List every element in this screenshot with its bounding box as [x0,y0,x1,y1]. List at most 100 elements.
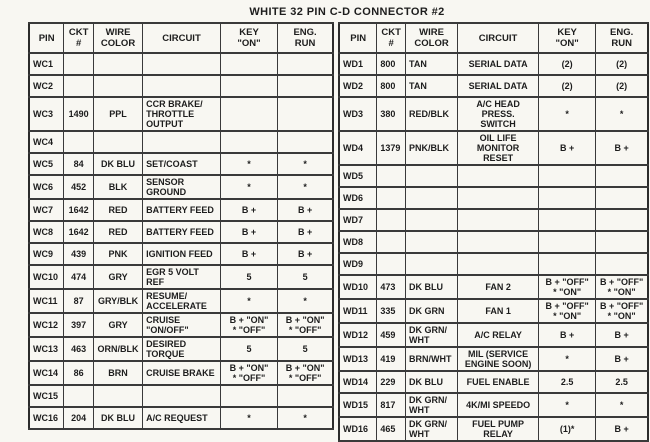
circuit-cell: OIL LIFE MONITOR RESET [457,130,539,166]
ckt-cell: 473 [376,274,406,300]
key_on-cell: B + [219,242,279,266]
ckt-cell: 474 [63,264,94,290]
eng_run-cell [595,186,649,210]
column-header-color: WIRE COLOR [404,22,459,54]
circuit-cell: 4K/MI SPEEDO [457,392,539,418]
pin-cell: WC6 [28,174,65,200]
table-row: WD16 465 DK GRN/ WHT FUEL PUMP RELAY (1)* B + [338,416,649,442]
key_on-cell [537,230,597,254]
ckt-cell: 380 [376,96,406,132]
pin-cell: WD10 [338,274,378,300]
ckt-cell: 459 [376,322,406,348]
key_on-cell: (2) [537,74,597,98]
key_on-cell: B + "ON" * "OFF" [219,360,279,386]
table-row: WD3 380 RED/BLK A/C HEAD PRESS. SWITCH * * [338,96,649,132]
circuit-cell: A/C RELAY [457,322,539,348]
eng_run-cell: B + [595,322,649,348]
color-cell: DK BLU [404,370,459,394]
key_on-cell: B + "OFF" * "ON" [537,298,597,324]
table-row: WC1 [28,52,334,76]
pin-cell: WD12 [338,322,378,348]
key_on-cell: B + [537,130,597,166]
table-row: WC4 [28,130,334,154]
pin-cell: WC4 [28,130,65,154]
pin-cell: WD1 [338,52,378,76]
table-row: WD5 [338,164,649,188]
circuit-cell: MIL (SERVICE ENGINE SOON) [457,346,539,372]
table-row: WC2 [28,74,334,98]
color-cell: BRN/WHT [404,346,459,372]
circuit-cell: FUEL ENABLE [457,370,539,394]
color-cell: DK GRN/ WHT [404,322,459,348]
ckt-cell: 800 [376,74,406,98]
color-cell [92,74,144,98]
circuit-cell: CCR BRAKE/ THROTTLE OUTPUT [142,96,221,132]
eng_run-cell: * [277,406,334,430]
color-cell: GRY/BLK [92,288,144,314]
color-cell: PNK/BLK [404,130,459,166]
column-header-eng_run: ENG. RUN [595,22,649,54]
color-cell [404,230,459,254]
table-row: WD7 [338,208,649,232]
table-row: WC9 439 PNK IGNITION FEED B + B + [28,242,334,266]
circuit-cell [457,164,539,188]
pin-cell: WC12 [28,312,65,338]
eng_run-cell [595,164,649,188]
ckt-cell: 800 [376,52,406,76]
eng_run-cell [277,74,334,98]
eng_run-cell: B + [595,416,649,442]
circuit-cell: SENSOR GROUND [142,174,221,200]
circuit-cell [457,186,539,210]
ckt-cell: 84 [63,152,94,176]
pin-cell: WD3 [338,96,378,132]
pin-cell: WD13 [338,346,378,372]
column-header-circuit: CIRCUIT [142,22,221,54]
pin-cell: WD11 [338,298,378,324]
eng_run-cell: 5 [277,264,334,290]
column-header-ckt: CKT # [63,22,94,54]
ckt-cell [63,130,94,154]
ckt-cell: 1642 [63,198,94,222]
circuit-cell: EGR 5 VOLT REF [142,264,221,290]
pin-cell: WC3 [28,96,65,132]
color-cell: DK GRN [404,298,459,324]
color-cell: GRY [92,264,144,290]
key_on-cell [219,52,279,76]
ckt-cell: 86 [63,360,94,386]
circuit-cell: SET/COAST [142,152,221,176]
pin-cell: WD8 [338,230,378,254]
page-title: WHITE 32 PIN C-D CONNECTOR #2 [249,6,445,18]
eng_run-cell: * [277,174,334,200]
header-row: PIN CKT # WIRE COLOR CIRCUIT KEY "ON" ENG. RU… [28,22,334,54]
ckt-cell: 87 [63,288,94,314]
color-cell [404,164,459,188]
eng_run-cell: * [277,288,334,314]
color-cell: BLK [92,174,144,200]
circuit-cell: CRUISE BRAKE [142,360,221,386]
circuit-cell: SERIAL DATA [457,74,539,98]
ckt-cell [63,52,94,76]
eng_run-cell [595,208,649,232]
table-row: WC6 452 BLK SENSOR GROUND * * [28,174,334,200]
table-row: WC5 84 DK BLU SET/COAST * * [28,152,334,176]
key_on-cell [537,208,597,232]
connector-table-wc: PIN CKT # WIRE COLOR CIRCUIT KEY "ON" ENG. RU… [28,22,334,430]
ckt-cell [376,230,406,254]
color-cell [92,52,144,76]
ckt-cell: 204 [63,406,94,430]
pin-cell: WC11 [28,288,65,314]
table-row: WC3 1490 PPL CCR BRAKE/ THROTTLE OUTPUT [28,96,334,132]
column-header-circuit: CIRCUIT [457,22,539,54]
color-cell: DK BLU [92,406,144,430]
color-cell: BRN [92,360,144,386]
table-row: WC12 397 GRY CRUISE "ON/OFF" B + "ON" * "OFF… [28,312,334,338]
column-header-ckt: CKT # [376,22,406,54]
table-row: WC11 87 GRY/BLK RESUME/ ACCELERATE * * [28,288,334,314]
circuit-cell [142,52,221,76]
table-row: WD9 [338,252,649,276]
pin-cell: WD2 [338,74,378,98]
ckt-cell: 1379 [376,130,406,166]
eng_run-cell: B + "ON" * "OFF" [277,360,334,386]
pin-cell: WC14 [28,360,65,386]
